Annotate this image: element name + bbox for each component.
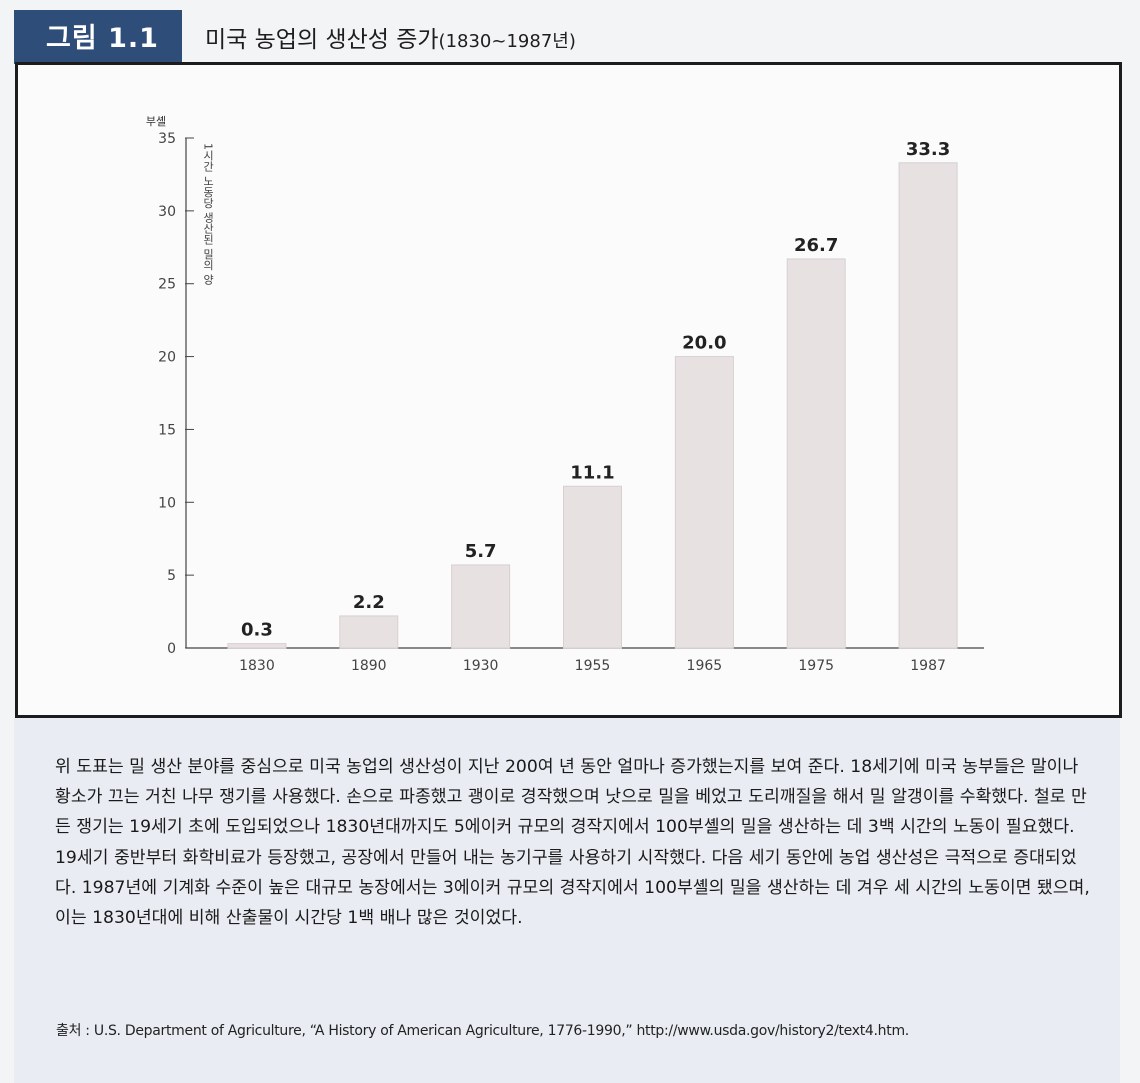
figure-title-main: 미국 농업의 생산성 증가 bbox=[205, 27, 439, 53]
bar bbox=[786, 258, 846, 649]
y-tick-label: 35 bbox=[158, 131, 176, 147]
bar-value-label: 0.3 bbox=[241, 620, 273, 641]
bar-value-label: 33.3 bbox=[906, 139, 950, 160]
bar-value-label: 26.7 bbox=[794, 235, 838, 256]
figure-label: 그림 1.1 bbox=[46, 23, 159, 54]
x-tick-label: 1930 bbox=[463, 658, 499, 674]
bar-value-label: 5.7 bbox=[465, 541, 497, 562]
bar-value-label: 11.1 bbox=[570, 462, 614, 483]
bar bbox=[563, 485, 622, 649]
x-tick-label: 1975 bbox=[798, 658, 834, 674]
x-tick-label: 1965 bbox=[687, 658, 723, 674]
y-tick-label: 15 bbox=[158, 422, 176, 438]
bar bbox=[674, 356, 734, 649]
figure-title: 미국 농업의 생산성 증가(1830~1987년) bbox=[205, 20, 576, 54]
y-axis-label: 1시간 노동당 생산된 밀의 양 bbox=[202, 143, 215, 285]
figure-label-box bbox=[14, 10, 182, 64]
bar bbox=[898, 162, 958, 649]
bar bbox=[451, 564, 511, 649]
text-panel bbox=[14, 718, 1120, 1083]
y-tick-label: 20 bbox=[158, 350, 176, 366]
x-tick-label: 1830 bbox=[239, 658, 275, 674]
x-tick-label: 1955 bbox=[575, 658, 611, 674]
source-citation: 출처 : U.S. Department of Agriculture, “A … bbox=[56, 1023, 909, 1039]
bar bbox=[227, 643, 287, 649]
bar-value-label: 2.2 bbox=[353, 592, 385, 613]
x-tick-label: 1987 bbox=[910, 658, 946, 674]
y-unit-label: 부셸 bbox=[146, 115, 166, 128]
bar-value-label: 20.0 bbox=[682, 333, 726, 354]
y-tick-label: 0 bbox=[167, 641, 176, 657]
bar-chart: 0 5 10 15 20 25 30 35 부셸 1시간 노동당 생산된 밀의 양 0.3 1830 2… bbox=[146, 115, 984, 674]
x-tick-label: 1890 bbox=[351, 658, 387, 674]
body-paragraph: 위 도표는 밀 생산 분야를 중심으로 미국 농업의 생산성이 지난 200여 … bbox=[55, 757, 1090, 929]
y-tick-label: 5 bbox=[167, 568, 176, 584]
y-tick-label: 25 bbox=[158, 277, 176, 293]
y-tick-label: 30 bbox=[158, 204, 176, 220]
y-tick-label: 10 bbox=[158, 495, 176, 511]
chart-frame: 0 5 10 15 20 25 30 35 부셸 1시간 노동당 생산된 밀의 양 0.3 1830 2… bbox=[15, 62, 1122, 718]
figure-title-years: (1830~1987년) bbox=[438, 31, 576, 52]
bar bbox=[339, 615, 399, 649]
